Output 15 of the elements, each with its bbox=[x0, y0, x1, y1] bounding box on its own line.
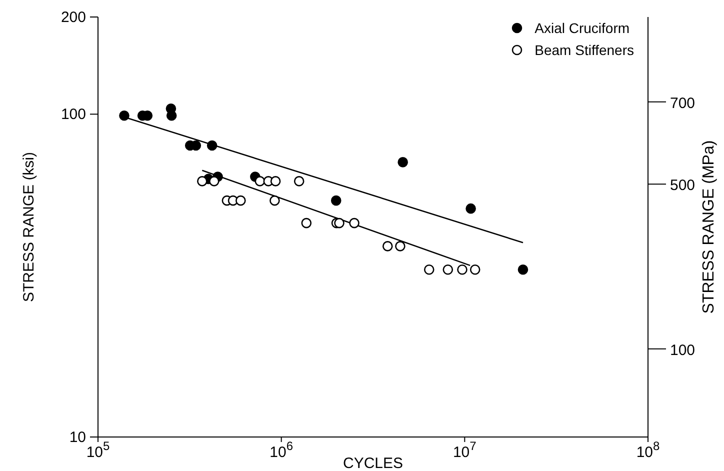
x-tick-label: 10$^{8}$ bbox=[636, 439, 660, 461]
x-tick-label: 10$^{5}$ bbox=[86, 439, 110, 461]
y2-axis-title: STRESS RANGE (MPa) bbox=[700, 140, 718, 314]
legend-label: Axial Cruciform bbox=[534, 20, 630, 36]
y2-tick-label: 100 bbox=[670, 342, 696, 359]
y-tick-label: 200 bbox=[60, 9, 86, 26]
legend-label: Beam Stiffeners bbox=[534, 42, 634, 58]
x-axis-title: CYCLES bbox=[342, 455, 404, 471]
y2-tick-label: 500 bbox=[670, 177, 696, 194]
y-axis-title: STRESS RANGE (ksi) bbox=[20, 152, 38, 302]
y-tick-label: 100 bbox=[60, 106, 86, 124]
y-tick-label: 10 bbox=[69, 429, 86, 446]
y2-tick-label: 700 bbox=[670, 94, 696, 112]
x-tick-label: 10$^{7}$ bbox=[452, 439, 477, 461]
x-tick-label: 10$^{6}$ bbox=[270, 439, 294, 461]
